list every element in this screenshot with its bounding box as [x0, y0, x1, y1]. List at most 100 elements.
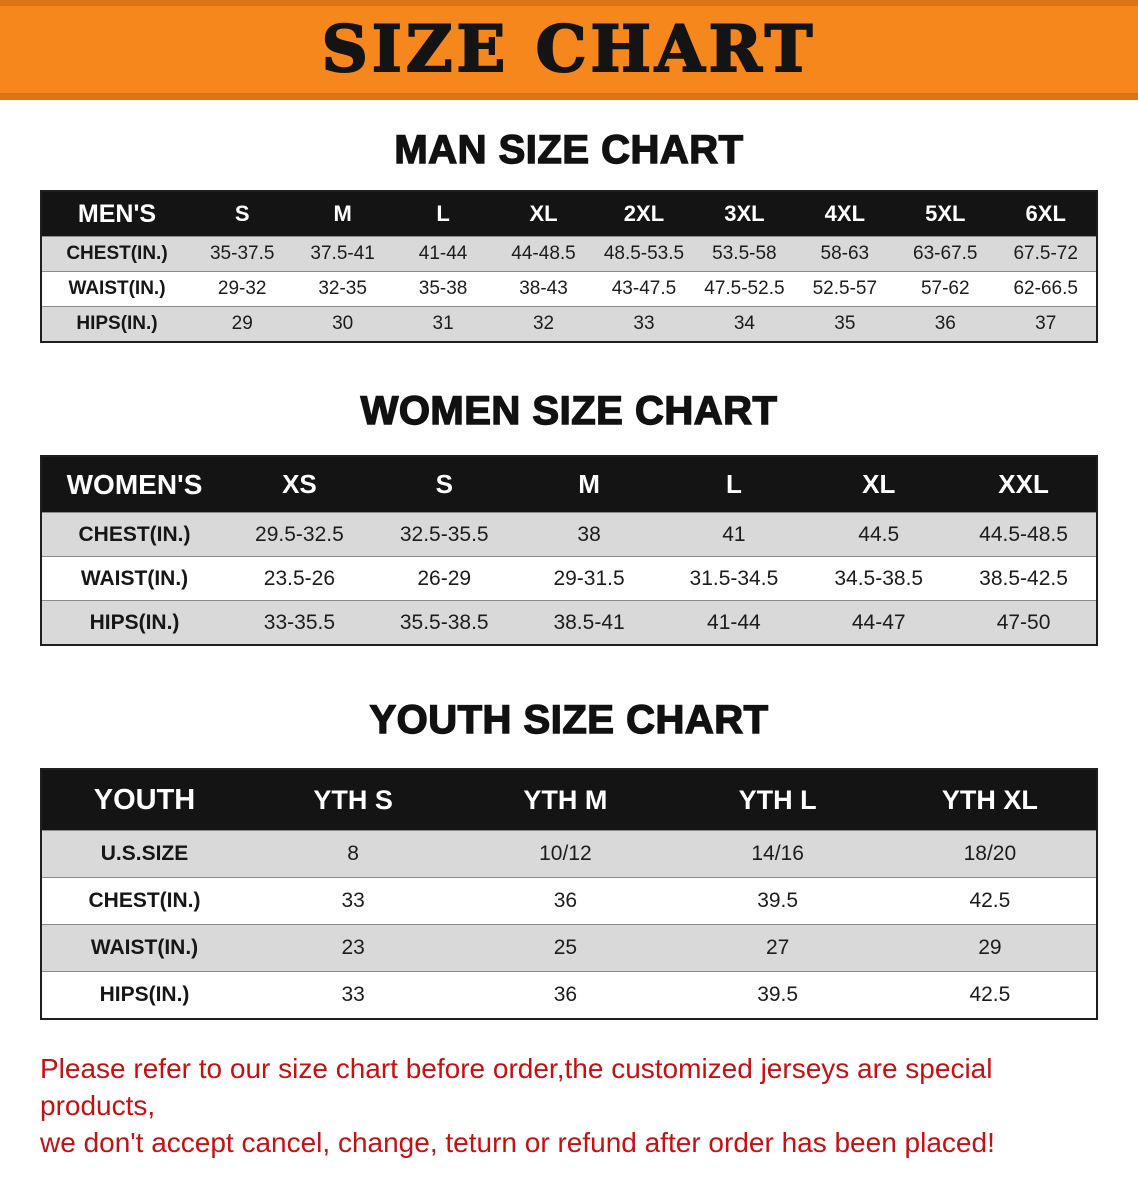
youth-section: YOUTH SIZE CHART YOUTH YTH S YTH M YTH L YTH… — [0, 646, 1138, 1020]
size-column-header: L — [436, 201, 450, 226]
row-label: CHEST(IN.) — [66, 243, 168, 264]
table-cell: 57-62 — [920, 278, 970, 299]
table-cell: 27 — [765, 936, 790, 959]
table-header-row: MEN'S S M L XL 2XL 3XL 4XL 5XL 6XL — [42, 192, 1096, 236]
table-cell: 29 — [231, 313, 253, 334]
size-column-header: L — [725, 469, 742, 499]
table-cell: 44.5 — [858, 522, 900, 546]
row-label: CHEST(IN.) — [78, 522, 191, 546]
table-cell: 18/20 — [963, 842, 1017, 865]
table-cell: 36 — [553, 889, 578, 912]
table-cell: 35.5-38.5 — [399, 610, 489, 634]
table-cell: 58-63 — [820, 243, 870, 264]
row-label: HIPS(IN.) — [76, 313, 158, 334]
table-cell: 38.5-41 — [553, 610, 625, 634]
row-label: WAIST(IN.) — [68, 278, 166, 299]
table-cell: 37.5-41 — [310, 243, 375, 264]
table-cell: 29-32 — [217, 278, 267, 299]
table-title-cell: MEN'S — [77, 199, 157, 228]
table-cell: 44-48.5 — [511, 243, 576, 264]
size-column-header: 5XL — [925, 201, 966, 226]
table-row: CHEST(IN.) 29.5-32.5 32.5-35.5 38 41 44.5 44.5… — [42, 512, 1096, 556]
table-cell: 35-38 — [418, 278, 468, 299]
table-cell: 63-67.5 — [913, 243, 978, 264]
table-cell: 33 — [341, 983, 365, 1006]
size-column-header: M — [333, 201, 352, 226]
table-cell: 42.5 — [969, 889, 1011, 912]
table-cell: 62-66.5 — [1013, 278, 1078, 299]
table-cell: 32 — [532, 313, 555, 334]
table-cell: 10/12 — [539, 842, 592, 865]
table-cell: 26-29 — [417, 566, 472, 590]
men-size-table: MEN'S S M L XL 2XL 3XL 4XL 5XL 6XL CHEST(IN.) 35-37… — [40, 190, 1098, 343]
table-cell: 38-43 — [519, 278, 568, 299]
youth-size-table: YOUTH YTH S YTH M YTH L YTH XL U.S.SIZE 8 10/12… — [40, 768, 1098, 1020]
table-cell: 30 — [332, 313, 354, 334]
size-column-header: 6XL — [1025, 201, 1066, 226]
table-cell: 33-35.5 — [263, 610, 336, 634]
youth-section-heading: YOUTH SIZE CHART — [369, 697, 769, 742]
men-section-heading: MAN SIZE CHART — [394, 127, 744, 172]
footer-note: Please refer to our size chart before or… — [40, 1050, 1098, 1182]
women-section-heading: WOMEN SIZE CHART — [360, 388, 778, 433]
table-cell: 29 — [978, 936, 1002, 959]
table-cell: 39.5 — [757, 983, 799, 1006]
size-column-header: S — [435, 469, 453, 499]
table-cell: 43-47.5 — [611, 278, 677, 299]
table-cell: 48.5-53.5 — [603, 243, 685, 264]
size-column-header: XXL — [998, 469, 1049, 499]
size-column-header: YTH L — [738, 784, 817, 815]
table-cell: 52.5-57 — [812, 278, 878, 299]
table-row: CHEST(IN.) 35-37.5 37.5-41 41-44 44-48.5 48.5… — [42, 236, 1096, 271]
table-cell: 32.5-35.5 — [399, 522, 489, 546]
row-label: U.S.SIZE — [100, 842, 189, 865]
table-cell: 23 — [341, 936, 365, 959]
size-column-header: 2XL — [623, 201, 665, 226]
table-title-cell: WOMEN'S — [66, 468, 203, 500]
table-cell: 42.5 — [969, 983, 1011, 1006]
table-cell: 32-35 — [318, 278, 367, 299]
row-label: HIPS(IN.) — [89, 610, 180, 634]
men-section: MAN SIZE CHART MEN'S S M L XL 2XL 3XL 4XL 5XL 6XL… — [0, 100, 1138, 343]
table-header-row: WOMEN'S XS S M L XL XXL — [42, 457, 1096, 512]
table-cell: 33 — [341, 889, 365, 912]
table-row: WAIST(IN.) 23.5-26 26-29 29-31.5 31.5-34.5 34… — [42, 556, 1096, 600]
size-column-header: XL — [862, 469, 896, 499]
table-cell: 38.5-42.5 — [979, 566, 1068, 590]
table-cell: 44-47 — [851, 610, 906, 634]
table-cell: 47.5-52.5 — [704, 278, 785, 299]
size-column-header: 3XL — [724, 201, 765, 226]
note-line-1: Please refer to our size chart before or… — [40, 1053, 993, 1122]
table-cell: 14/16 — [751, 842, 804, 865]
table-cell: 36 — [553, 983, 578, 1006]
table-cell: 67.5-72 — [1013, 243, 1078, 264]
size-column-header: XS — [282, 469, 317, 499]
size-column-header: 4XL — [824, 201, 866, 226]
table-cell: 34.5-38.5 — [834, 566, 924, 590]
table-row: WAIST(IN.) 29-32 32-35 35-38 38-43 43-47.5 47.… — [42, 271, 1096, 306]
women-size-table: WOMEN'S XS S M L XL XXL CHEST(IN.) 29.5-32.5 32.5… — [40, 455, 1098, 646]
table-cell: 35-37.5 — [209, 243, 275, 264]
size-column-header: YTH M — [523, 784, 608, 815]
table-cell: 36 — [934, 313, 956, 334]
table-cell: 41 — [722, 522, 746, 546]
table-cell: 31.5-34.5 — [689, 566, 779, 590]
table-cell: 33 — [633, 313, 655, 334]
table-cell: 37 — [1035, 313, 1057, 334]
table-row: CHEST(IN.) 33 36 39.5 42.5 — [42, 877, 1096, 924]
table-cell: 41-44 — [707, 610, 761, 634]
banner: SIZE CHART — [0, 0, 1138, 100]
row-label: WAIST(IN.) — [90, 936, 199, 959]
table-cell: 39.5 — [757, 889, 799, 912]
table-cell: 8 — [347, 842, 359, 865]
table-cell: 23.5-26 — [263, 566, 336, 590]
table-cell: 38 — [577, 522, 601, 546]
table-cell: 47-50 — [996, 610, 1051, 634]
table-cell: 31 — [432, 313, 454, 334]
table-cell: 35 — [834, 313, 856, 334]
size-column-header: S — [234, 201, 250, 226]
row-label: HIPS(IN.) — [99, 983, 190, 1006]
table-row: HIPS(IN.) 29 30 31 32 33 34 35 36 37 — [42, 306, 1096, 341]
table-title-cell: YOUTH — [93, 783, 196, 816]
